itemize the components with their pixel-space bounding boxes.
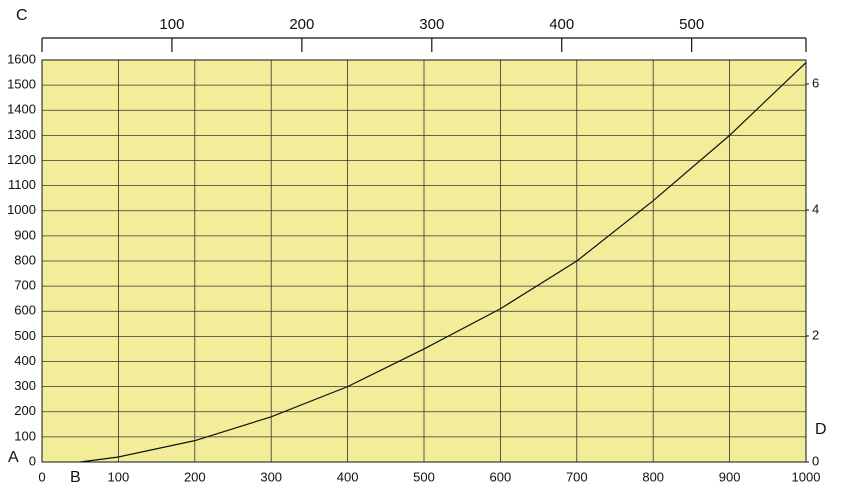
y-tick-label: 700 — [14, 278, 36, 293]
right-tick-label: 4 — [812, 201, 819, 216]
y-tick-label: 1100 — [8, 177, 36, 192]
top-tick-label: 100 — [159, 16, 184, 33]
y-tick-label: 1300 — [7, 127, 36, 142]
y-tick-label: 300 — [14, 378, 36, 393]
x-tick-label: 300 — [260, 469, 282, 484]
x-tick-label: 200 — [184, 469, 206, 484]
right-tick-label: 2 — [812, 327, 819, 342]
x-tick-label: 600 — [490, 469, 512, 484]
annotation: C — [16, 7, 28, 24]
plot-border — [41, 59, 807, 463]
annotation: D — [815, 421, 827, 438]
annotation: B — [70, 469, 81, 486]
x-tick-label: 900 — [719, 469, 741, 484]
y-tick-label: 0 — [29, 453, 36, 468]
x-tick-label: 700 — [566, 469, 588, 484]
y-tick-label: 200 — [14, 403, 36, 418]
top-tick-label: 400 — [549, 16, 574, 33]
annotation: A — [8, 449, 19, 466]
top-tick-label: 500 — [679, 16, 704, 33]
curve — [80, 62, 807, 463]
y-tick-label: 800 — [14, 252, 36, 267]
right-tick-label: 0 — [812, 453, 819, 468]
y-tick-label: 1600 — [7, 51, 36, 66]
x-tick-label: 1000 — [792, 469, 821, 484]
y-tick-label: 500 — [14, 328, 36, 343]
y-tick-label: 1200 — [7, 152, 36, 167]
y-tick-label: 1400 — [7, 102, 36, 117]
y-tick-label: 1500 — [7, 77, 36, 92]
x-tick-label: 400 — [337, 469, 359, 484]
y-tick-label: 100 — [14, 428, 36, 443]
y-tick-label: 1000 — [7, 202, 36, 217]
y-tick-label: 400 — [14, 353, 36, 368]
x-tick-label: 0 — [38, 469, 45, 484]
top-tick-label: 300 — [419, 16, 444, 33]
top-tick-label: 200 — [289, 16, 314, 33]
x-tick-label: 100 — [108, 469, 130, 484]
x-tick-label: 500 — [413, 469, 435, 484]
y-tick-label: 600 — [14, 303, 36, 318]
right-tick-label: 6 — [812, 75, 819, 90]
x-tick-label: 800 — [642, 469, 664, 484]
y-tick-label: 900 — [14, 227, 36, 242]
